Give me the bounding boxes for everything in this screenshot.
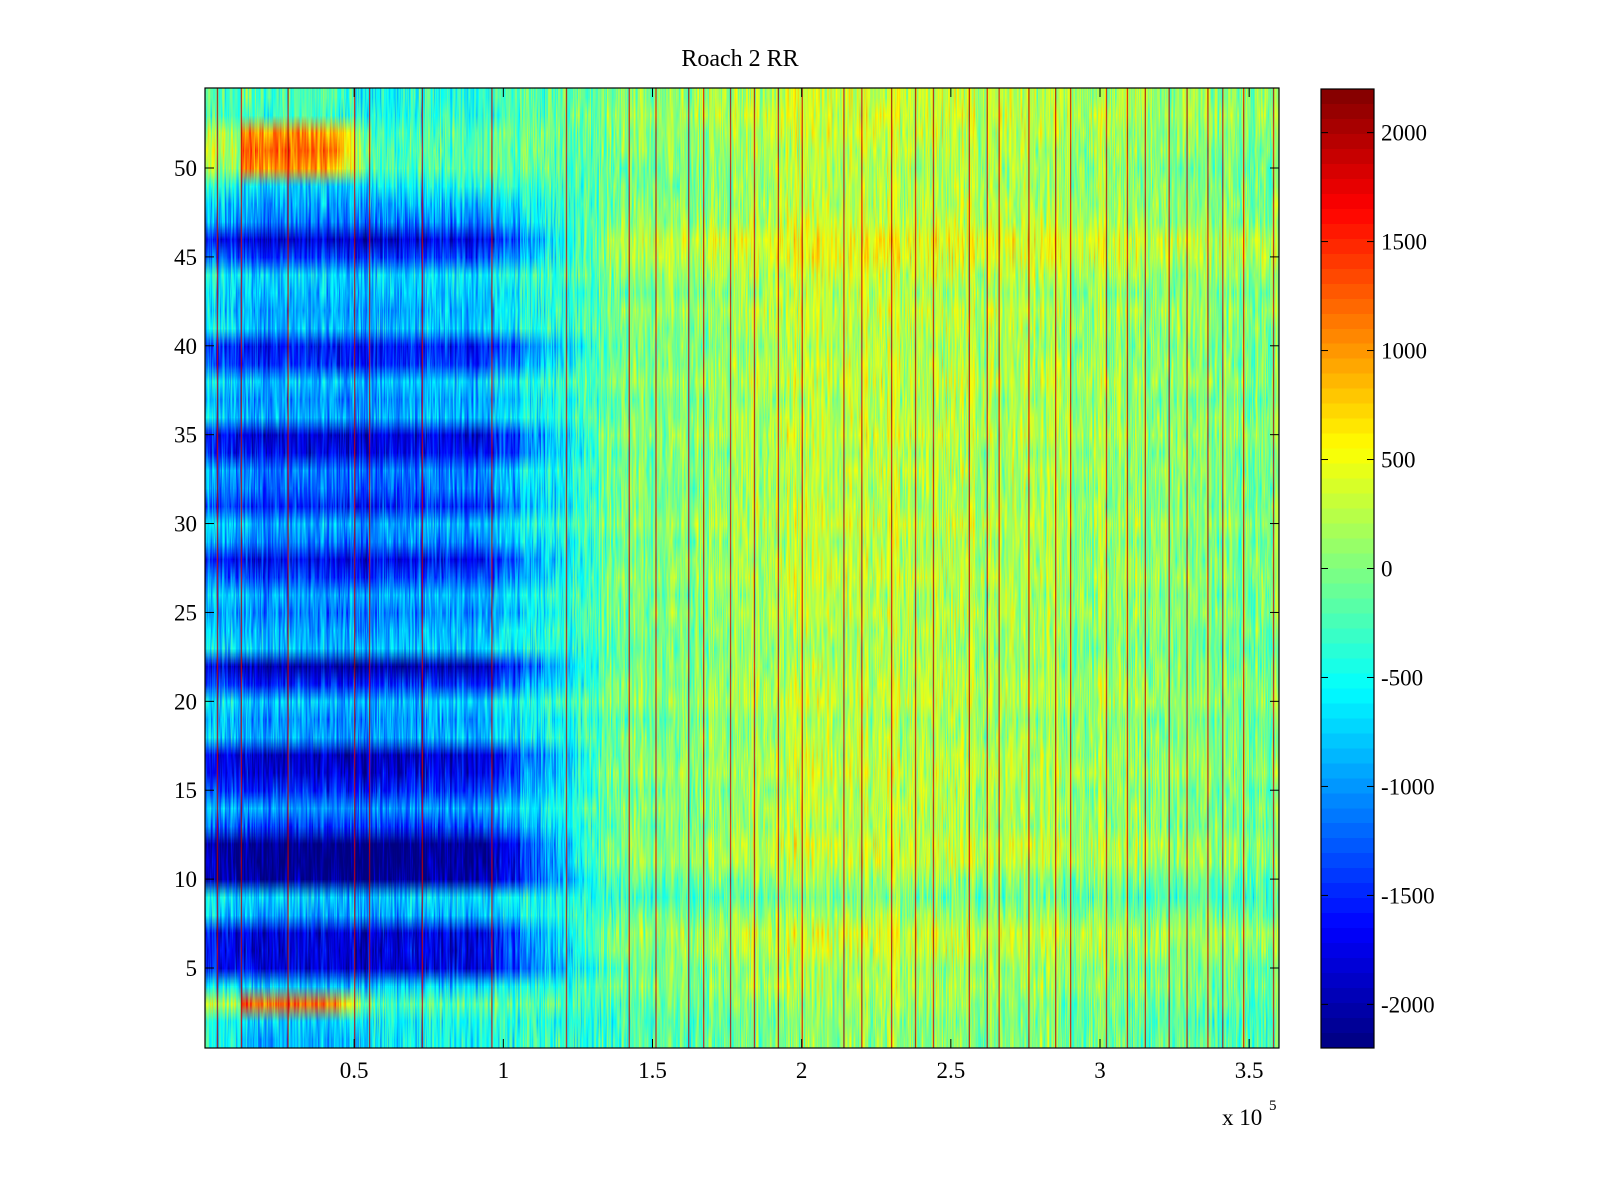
x-axis: 0.5 1 1.5 2 2.5 3 3.5 <box>340 88 1264 1083</box>
y-tick-label: 15 <box>174 778 197 803</box>
y-tick-label: 10 <box>174 867 197 892</box>
colorbar-tick-label: -2000 <box>1381 992 1435 1017</box>
x-multiplier: x 10 5 <box>1222 1098 1277 1130</box>
x-tick-label: 1 <box>498 1058 510 1083</box>
chart-title: Roach 2 RR <box>681 46 798 72</box>
x-tick-label: 0.5 <box>340 1058 369 1083</box>
colorbar-tick-label: -1000 <box>1381 774 1435 799</box>
x-tick-label: 1.5 <box>638 1058 667 1083</box>
colorbar-tick-label: 500 <box>1381 448 1416 473</box>
x-tick-label: 2.5 <box>936 1058 965 1083</box>
y-tick-label: 35 <box>174 423 197 448</box>
y-tick-label: 30 <box>174 512 197 537</box>
y-tick-label: 50 <box>174 156 197 181</box>
y-tick-label: 20 <box>174 689 197 714</box>
y-tick-label: 45 <box>174 245 197 270</box>
plot-axes-box <box>204 87 1280 1049</box>
x-tick-label: 3.5 <box>1235 1058 1264 1083</box>
y-tick-label: 25 <box>174 600 197 625</box>
colorbar-tick-label: 0 <box>1381 557 1393 582</box>
x-tick-label: 3 <box>1094 1058 1106 1083</box>
x-multiplier-exponent: 5 <box>1269 1098 1277 1114</box>
colorbar-tick-label: 2000 <box>1381 121 1427 146</box>
colorbar-tick-label: 1500 <box>1381 230 1427 255</box>
colorbar-ticks: 2000 1500 1000 500 0 -500 -1000 -1500 -2000 <box>1321 121 1435 1017</box>
heatmap-image <box>205 88 1279 1048</box>
colorbar-tick-label: -500 <box>1381 665 1423 690</box>
colorbar-gradient <box>1321 89 1374 1048</box>
x-multiplier-label: x 10 <box>1222 1105 1262 1130</box>
colorbar-tick-label: -1500 <box>1381 883 1435 908</box>
y-axis: 5 10 15 20 25 30 35 40 45 50 <box>174 156 1279 981</box>
heatmap <box>205 88 1279 1048</box>
colorbar-tick-label: 1000 <box>1381 339 1427 364</box>
colorbar: 2000 1500 1000 500 0 -500 -1000 -1500 -2000 <box>1320 88 1435 1049</box>
y-tick-label: 40 <box>174 334 197 359</box>
x-tick-label: 2 <box>796 1058 808 1083</box>
y-tick-label: 5 <box>186 956 198 981</box>
